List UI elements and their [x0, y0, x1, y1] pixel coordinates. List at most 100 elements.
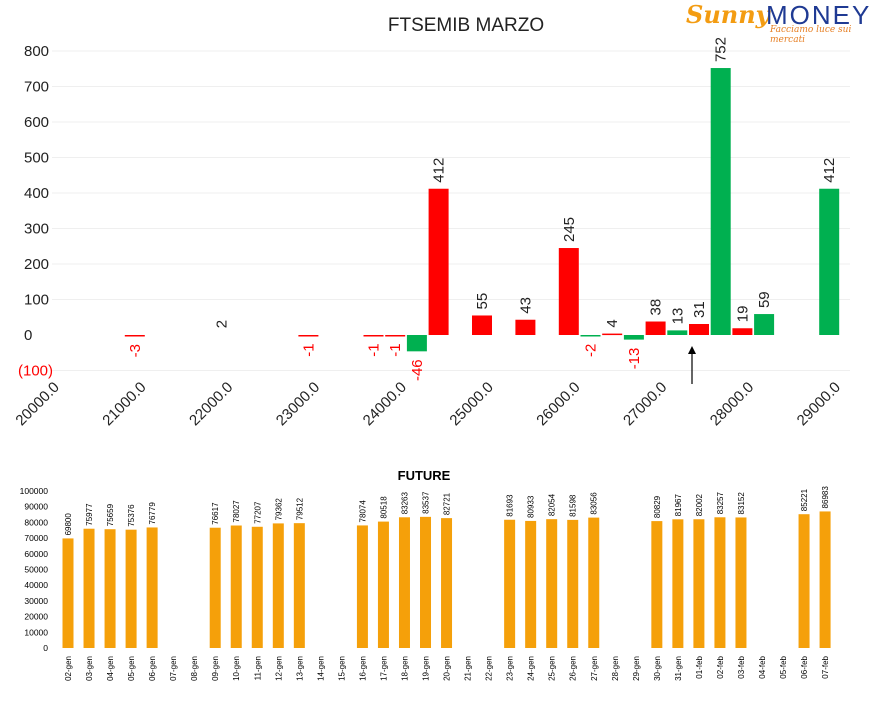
x-tick-label: 27-gen — [590, 656, 599, 681]
data-label: -46 — [409, 359, 426, 381]
future-title: FUTURE — [398, 468, 451, 483]
x-tick-label: 04-feb — [758, 655, 767, 678]
bar — [567, 519, 579, 648]
data-label: 412 — [431, 158, 448, 183]
x-tick-label: 27000.0 — [620, 379, 670, 429]
y-tick-label: 100 — [24, 292, 49, 309]
bar — [272, 523, 284, 648]
bar — [406, 335, 427, 352]
data-label: -2 — [583, 344, 600, 357]
x-tick-label: 20000.0 — [12, 379, 62, 429]
bar — [645, 321, 666, 335]
x-tick-label: 05-feb — [779, 655, 788, 678]
x-tick-label: 08-gen — [190, 656, 199, 681]
bar — [714, 517, 726, 648]
bar — [251, 526, 263, 648]
data-label: 69800 — [64, 513, 73, 536]
bar — [546, 519, 558, 648]
x-tick-label: 01-feb — [695, 655, 704, 678]
x-tick-label: 24-gen — [527, 656, 536, 681]
y-tick-label: (100) — [18, 363, 53, 380]
data-label: 245 — [561, 217, 578, 242]
bar — [83, 528, 95, 648]
y-tick-label: 300 — [24, 221, 49, 238]
bar — [710, 68, 731, 335]
data-label: 55 — [474, 293, 491, 310]
data-label: 43 — [517, 297, 534, 314]
data-label: -3 — [127, 344, 144, 357]
bar — [420, 516, 432, 648]
data-label: 2 — [214, 320, 231, 328]
bar — [732, 328, 753, 335]
ftsemib-chart: FTSEMIB MARZO 800 700 600 500 400 300 200 100 0 (1… — [12, 15, 850, 429]
data-label: 78074 — [358, 500, 367, 523]
y-tick-label: 600 — [24, 114, 49, 131]
x-tick-label: 06-gen — [148, 656, 157, 681]
data-label: 78027 — [232, 500, 241, 523]
x-tick-label: 15-gen — [337, 656, 346, 681]
x-tick-label: 17-gen — [379, 656, 388, 681]
x-tick-label: 07-feb — [821, 655, 830, 678]
data-label: 83537 — [422, 491, 431, 514]
bar — [819, 188, 840, 335]
data-label: 82721 — [443, 492, 452, 515]
data-label: 79362 — [274, 498, 283, 521]
x-tick-label: 19-gen — [422, 656, 431, 681]
data-label: 83257 — [716, 491, 725, 514]
y-tick-label: 100000 — [20, 486, 49, 496]
bar — [62, 538, 74, 648]
x-tick-label: 30-gen — [653, 656, 662, 681]
y-tick-label: 50000 — [24, 565, 48, 575]
bar — [504, 519, 516, 648]
x-tick-label: 25-gen — [548, 656, 557, 681]
x-tick-label: 06-feb — [800, 655, 809, 678]
bar — [819, 511, 831, 648]
data-label: 75977 — [85, 503, 94, 526]
data-label: 80518 — [379, 496, 388, 519]
y-tick-label: 0 — [24, 327, 32, 344]
x-tick-label: 02-gen — [64, 656, 73, 681]
x-tick-label: 29000.0 — [794, 379, 844, 429]
x-tick-label: 28000.0 — [707, 379, 757, 429]
sunny-money-logo: Sunny MONEY Facciamo luce sui mercati — [684, 0, 884, 45]
data-label: 83263 — [400, 491, 409, 514]
bar — [230, 525, 242, 648]
y-tick-label: 20000 — [24, 612, 48, 622]
x-tick-label: 26-gen — [569, 656, 578, 681]
bar — [104, 529, 116, 648]
data-label: 83056 — [590, 492, 599, 515]
x-tick-label: 23000.0 — [273, 379, 323, 429]
data-label: 31 — [691, 301, 708, 318]
data-label: 76617 — [211, 502, 220, 525]
y-tick-label: 700 — [24, 79, 49, 96]
data-label: 4 — [604, 319, 621, 327]
bar — [472, 315, 492, 335]
bar — [356, 525, 368, 648]
x-tick-label: 03-gen — [85, 656, 94, 681]
data-label: 19 — [734, 306, 751, 323]
bar — [385, 335, 406, 337]
data-label: -13 — [626, 348, 643, 370]
future-chart: FUTURE1000009000080000700006000050000400… — [20, 468, 831, 681]
x-tick-label: 09-gen — [211, 656, 220, 681]
data-label: 81967 — [674, 494, 683, 517]
x-tick-label: 21-gen — [464, 656, 473, 681]
y-tick-label: 0 — [43, 643, 48, 653]
bar — [209, 527, 221, 648]
x-tick-label: 21000.0 — [99, 379, 149, 429]
x-tick-label: 03-feb — [737, 655, 746, 678]
y-tick-label: 70000 — [24, 533, 48, 543]
x-tick-label: 02-feb — [716, 655, 725, 678]
x-tick-label: 24000.0 — [360, 379, 410, 429]
bar — [672, 519, 684, 648]
y-tick-label: 90000 — [24, 502, 48, 512]
bar — [515, 319, 536, 335]
bar — [667, 330, 688, 335]
y-tick-label: 40000 — [24, 580, 48, 590]
x-tick-label: 31-gen — [674, 656, 683, 681]
logo-sunny-text: Sunny — [686, 0, 770, 29]
y-tick-label: 800 — [24, 43, 49, 60]
bar — [588, 517, 600, 648]
x-tick-label: 12-gen — [274, 656, 283, 681]
x-tick-label: 22-gen — [485, 656, 494, 681]
